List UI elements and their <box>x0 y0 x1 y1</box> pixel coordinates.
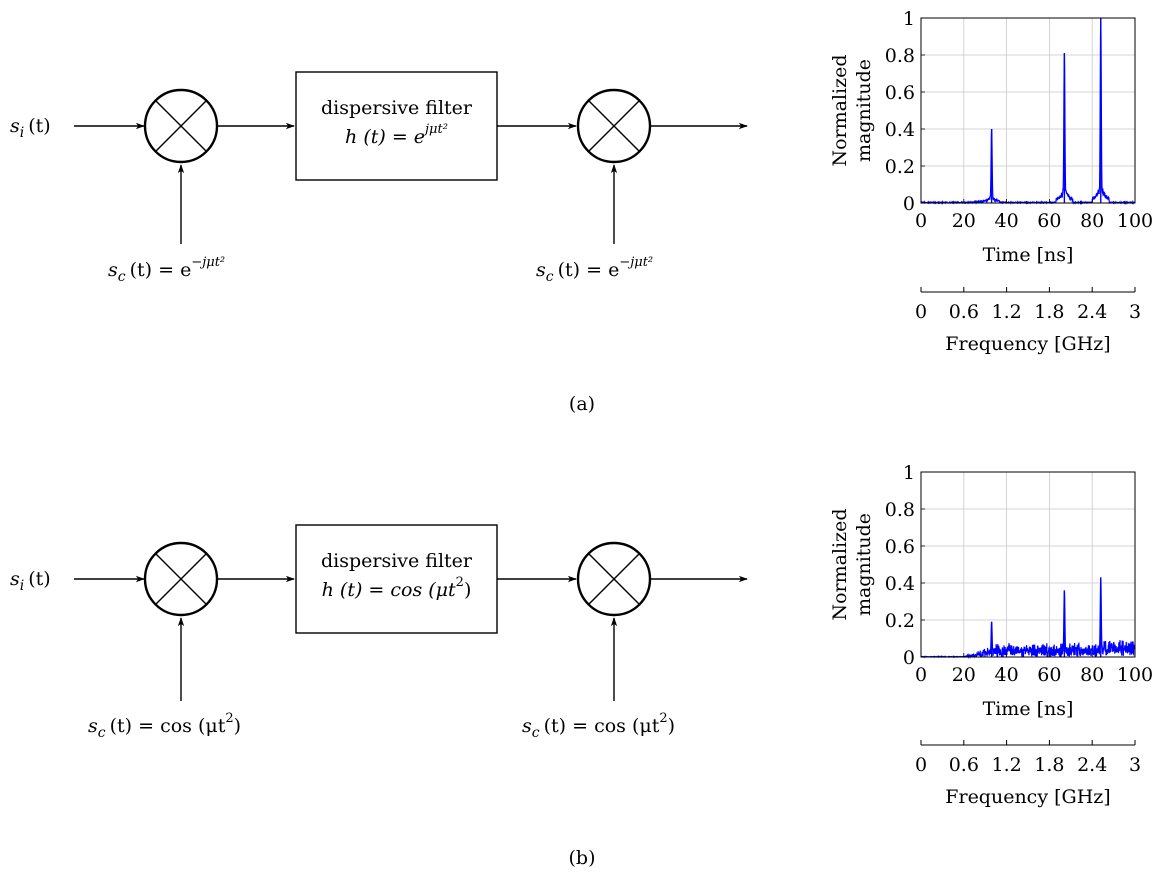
y-tick-label: 0.6 <box>885 536 915 558</box>
plot-frame <box>920 471 1136 658</box>
filter-title-a: dispersive filter <box>321 97 473 119</box>
carrier2-label-a: sc (t) = e−jμt² <box>536 255 653 285</box>
input-signal-label-b: si (t) <box>10 568 51 594</box>
frequency-tick-label: 3 <box>1129 301 1141 323</box>
filter-equation-b: h (t) = cos (μt2) <box>322 575 472 601</box>
x-axis-label: Time [ns] <box>983 244 1074 266</box>
x-tick-label: 40 <box>995 210 1019 232</box>
x-tick-label: 80 <box>1080 210 1104 232</box>
y-tick-label: 1 <box>903 8 915 30</box>
y-tick-label: 0.4 <box>885 119 915 141</box>
y-axis-label-line: Normalized <box>829 508 851 620</box>
y-tick-label: 0.2 <box>885 610 915 632</box>
carrier2-label-b: sc (t) = cos (μt2) <box>522 711 675 741</box>
frequency-tick-label: 3 <box>1129 754 1141 776</box>
x-tick-label: 80 <box>1080 664 1104 686</box>
x-tick-label: 40 <box>995 664 1019 686</box>
y-tick-label: 0.6 <box>885 82 915 104</box>
x-tick-label: 20 <box>952 210 976 232</box>
frequency-tick-label: 2.4 <box>1077 754 1107 776</box>
x-tick-label: 0 <box>915 210 927 232</box>
frequency-tick-label: 0.6 <box>949 754 979 776</box>
frequency-tick-label: 1.2 <box>991 754 1021 776</box>
mixer-2-a <box>576 88 652 164</box>
x-tick-label: 60 <box>1037 664 1061 686</box>
spectrum-series-line <box>920 577 1136 660</box>
frequency-tick-label: 1.2 <box>991 301 1021 323</box>
x-tick-label: 20 <box>952 664 976 686</box>
y-axis-label-line: magnitude <box>853 59 875 162</box>
x-axis-label: Time [ns] <box>983 698 1074 720</box>
spectrum-series-line <box>920 17 1136 206</box>
y-tick-label: 0 <box>903 193 915 215</box>
y-axis-label: Normalized magnitude <box>829 508 875 620</box>
panel-b: si (t) sc (t) = cos (μt2) dispersive filte… <box>10 462 1153 869</box>
carrier1-label-b: sc (t) = cos (μt2) <box>88 711 241 741</box>
carrier1-label-a: sc (t) = e−jμt² <box>108 255 225 285</box>
mixer-1-b <box>143 541 219 617</box>
plot-frame <box>920 17 1136 204</box>
frequency-tick-label: 0 <box>915 301 927 323</box>
mixer-1-a <box>143 88 219 164</box>
y-axis-label-line: magnitude <box>853 513 875 616</box>
mixer-2-b <box>576 541 652 617</box>
frequency-axis-label: Frequency [GHz] <box>945 786 1110 808</box>
y-tick-label: 0.2 <box>885 156 915 178</box>
input-signal-label-a: si (t) <box>10 115 51 141</box>
y-tick-label: 0.8 <box>885 45 915 67</box>
spectrum-chart-a: 0 20 40 60 80 100 0 0.2 0.4 0.6 0.8 1 Normalized magn… <box>829 8 1153 355</box>
spectrum-chart-b: 0 20 40 60 80 100 0 0.2 0.4 0.6 0.8 1 Normalized magn… <box>829 462 1153 808</box>
frequency-tick-label: 0.6 <box>949 301 979 323</box>
filter-title-b: dispersive filter <box>321 550 473 572</box>
filter-equation-a: h (t) = ejμt² <box>345 122 448 148</box>
y-tick-label: 0.8 <box>885 499 915 521</box>
frequency-axis-label: Frequency [GHz] <box>945 333 1110 355</box>
frequency-tick-label: 1.8 <box>1034 301 1064 323</box>
y-axis-label: Normalized magnitude <box>829 54 875 166</box>
frequency-tick-label: 1.8 <box>1034 754 1064 776</box>
y-tick-label: 0 <box>903 647 915 669</box>
x-tick-label: 100 <box>1117 664 1153 686</box>
x-tick-label: 0 <box>915 664 927 686</box>
x-tick-label: 60 <box>1037 210 1061 232</box>
frequency-tick-label: 2.4 <box>1077 301 1107 323</box>
y-tick-label: 1 <box>903 462 915 484</box>
caption-b: (b) <box>569 847 596 869</box>
y-axis-label-line: Normalized <box>829 54 851 166</box>
panel-a: si (t) sc (t) = e−jμt² dispersive filter h… <box>10 8 1153 415</box>
y-tick-label: 0.4 <box>885 573 915 595</box>
frequency-tick-label: 0 <box>915 754 927 776</box>
x-tick-label: 100 <box>1117 210 1153 232</box>
caption-a: (a) <box>569 393 595 415</box>
